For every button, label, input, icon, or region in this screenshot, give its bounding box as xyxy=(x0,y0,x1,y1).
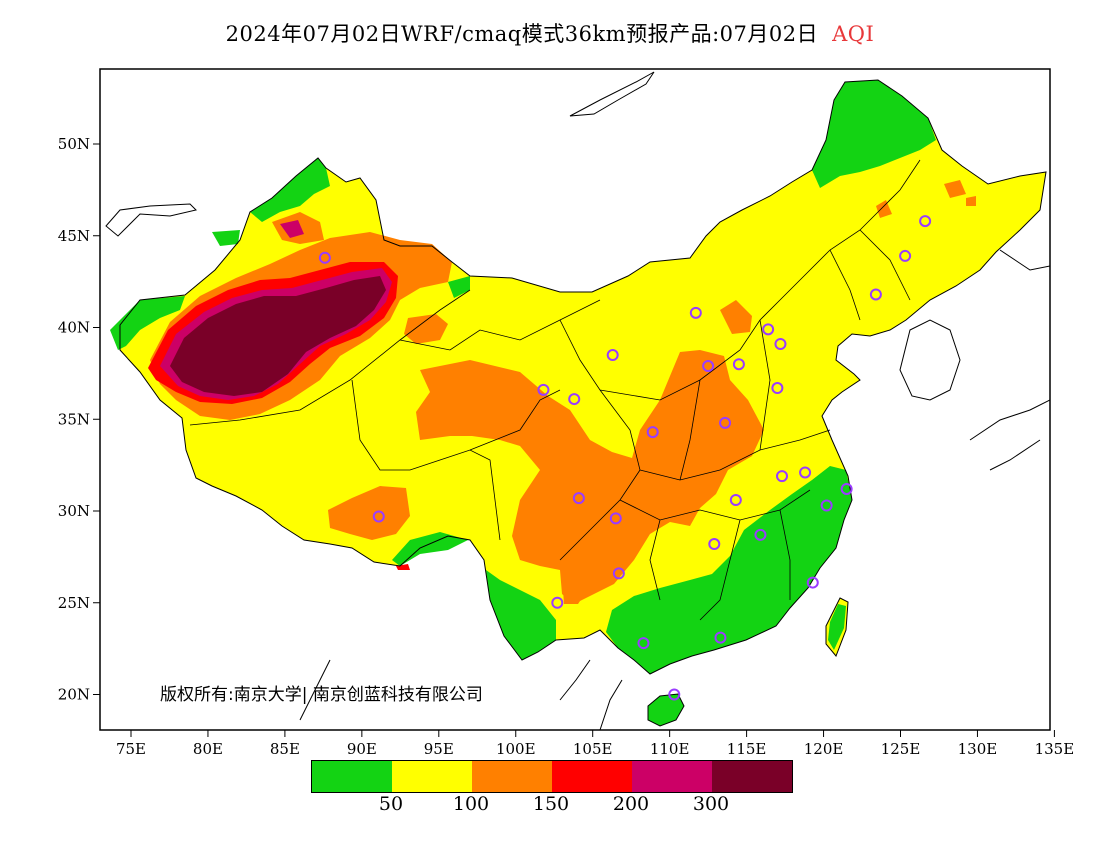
lon-tick-label: 90E xyxy=(347,740,377,758)
city-marker xyxy=(609,512,622,525)
legend-label: 50 xyxy=(378,793,404,815)
city-marker xyxy=(646,426,659,439)
taiwan-green xyxy=(828,604,846,650)
copyright-text: 版权所有:南京大学| 南京创蓝科技有限公司 xyxy=(160,685,483,705)
lon-tick-label: 120E xyxy=(804,740,844,758)
lake-baikal xyxy=(569,71,655,117)
city-marker xyxy=(612,567,625,580)
city-marker xyxy=(537,383,550,396)
lat-tick-label: 50N xyxy=(58,135,90,153)
green-northwest-2 xyxy=(212,230,240,246)
city-marker xyxy=(719,416,732,429)
legend-label: 150 xyxy=(532,793,570,815)
color-legend xyxy=(311,760,793,793)
boundaries xyxy=(105,71,1050,730)
caspian-hint xyxy=(105,203,197,237)
lon-tick-label: 110E xyxy=(650,740,690,758)
orange-north-china xyxy=(720,300,752,334)
lat-tick-label: 40N xyxy=(58,319,90,337)
lon-tick-label: 115E xyxy=(727,740,767,758)
city-marker xyxy=(799,466,812,479)
city-marker xyxy=(568,393,581,406)
lon-tick-label: 125E xyxy=(881,740,921,758)
maroon-taklimakan xyxy=(170,276,386,396)
korea-outline xyxy=(899,319,961,401)
legend-swatch xyxy=(392,761,472,792)
map-title: 2024年07月02日WRF/cmaq模式36km预报产品:07月02日 AQI xyxy=(0,18,1100,48)
city-marker xyxy=(606,349,619,362)
green-northwest-3 xyxy=(448,276,470,298)
city-marker xyxy=(572,492,585,505)
orange-ne-spots xyxy=(876,180,976,218)
legend-swatch xyxy=(552,761,632,792)
city-marker xyxy=(774,338,787,351)
lon-tick-label: 80E xyxy=(193,740,223,758)
city-marker xyxy=(775,470,788,483)
city-marker xyxy=(762,323,775,336)
legend-label: 300 xyxy=(692,793,730,815)
legend-swatch xyxy=(632,761,712,792)
longitude-axis: 75E 80E 85E 90E 95E 100E 105E 110E 115E 120E 125E 1… xyxy=(116,730,1074,758)
orange-tibet xyxy=(328,486,410,540)
legend-label: 100 xyxy=(452,793,490,815)
green-southeast xyxy=(606,466,852,674)
lon-tick-label: 130E xyxy=(958,740,998,758)
southeast-asia-hint xyxy=(299,659,623,730)
lon-tick-label: 85E xyxy=(270,740,300,758)
china-border xyxy=(119,79,1047,675)
title-text: 2024年07月02日WRF/cmaq模式36km预报产品:07月02日 xyxy=(225,22,819,46)
city-marker xyxy=(869,288,882,301)
city-marker xyxy=(637,637,650,650)
lat-tick-label: 30N xyxy=(58,502,90,520)
legend-label: 200 xyxy=(612,793,650,815)
green-west-tip xyxy=(110,296,185,350)
magenta-junggar xyxy=(280,220,304,238)
green-northeast xyxy=(812,80,936,188)
latitude-axis: 50N 45N 40N 35N 30N 25N 20N xyxy=(58,135,100,704)
city-marker xyxy=(919,215,932,228)
city-marker xyxy=(732,358,745,371)
green-southwest xyxy=(486,570,556,660)
lon-tick-label: 75E xyxy=(116,740,146,758)
legend-swatch xyxy=(312,761,392,792)
city-marker xyxy=(714,631,727,644)
japan-outline xyxy=(969,249,1050,471)
variable-label: AQI xyxy=(832,22,875,46)
aqi-field xyxy=(110,80,1046,727)
city-marker xyxy=(668,688,681,701)
city-marker xyxy=(318,251,331,264)
legend-swatch xyxy=(472,761,552,792)
lat-tick-label: 35N xyxy=(58,410,90,428)
lon-tick-label: 95E xyxy=(424,740,454,758)
city-marker xyxy=(708,538,721,551)
green-tibet-south xyxy=(392,532,468,566)
lon-tick-label: 100E xyxy=(496,740,536,758)
lat-tick-label: 45N xyxy=(58,227,90,245)
lon-tick-label: 105E xyxy=(573,740,613,758)
plot-border xyxy=(99,68,1051,731)
city-marker xyxy=(840,482,853,495)
lat-tick-label: 25N xyxy=(58,594,90,612)
province-lines xyxy=(189,159,921,621)
legend-swatch xyxy=(712,761,792,792)
city-marker xyxy=(689,306,702,319)
city-marker xyxy=(899,249,912,262)
city-marker xyxy=(372,510,385,523)
hainan-island xyxy=(647,693,685,727)
city-marker xyxy=(771,382,784,395)
green-northwest xyxy=(250,158,330,222)
orange-qinghai xyxy=(404,314,448,344)
city-marker xyxy=(702,360,715,373)
city-markers xyxy=(318,215,932,701)
city-marker xyxy=(551,596,564,609)
city-marker xyxy=(806,576,819,589)
lat-tick-label: 20N xyxy=(58,686,90,704)
city-marker xyxy=(754,528,767,541)
lon-tick-label: 135E xyxy=(1035,740,1075,758)
orange-yunnan xyxy=(562,566,590,604)
city-marker xyxy=(820,499,833,512)
city-marker xyxy=(729,493,742,506)
orange-central xyxy=(416,350,764,604)
